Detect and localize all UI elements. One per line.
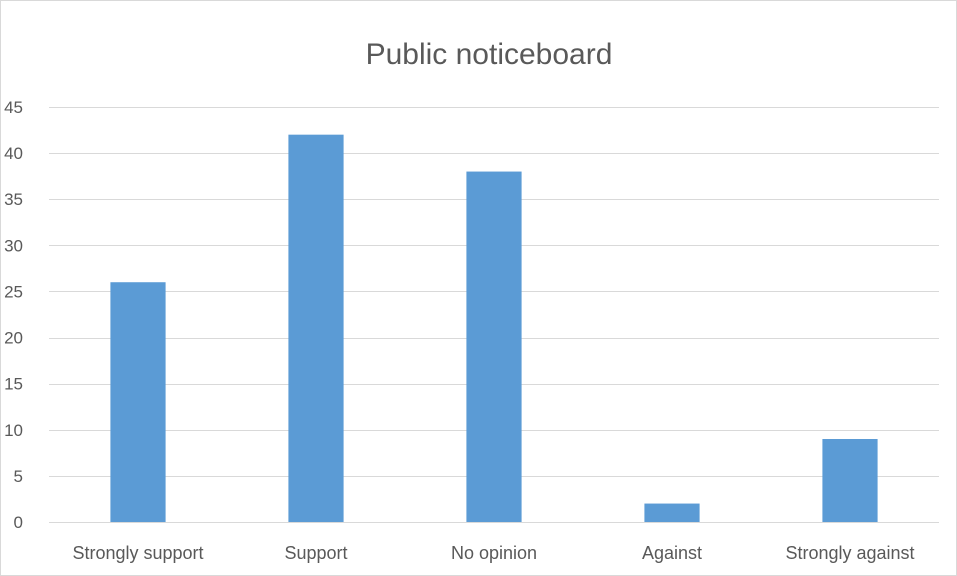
y-tick-label: 40 — [4, 144, 23, 163]
bars — [110, 134, 878, 523]
bar-strongly-support — [110, 282, 166, 522]
chart-title: Public noticeboard — [366, 38, 613, 71]
y-tick-label: 30 — [4, 236, 23, 255]
x-category-label: Against — [642, 543, 702, 563]
y-tick-label: 5 — [14, 467, 23, 486]
x-category-label: No opinion — [451, 543, 537, 563]
bar-strongly-against — [822, 439, 878, 522]
bar-support — [288, 134, 344, 522]
x-category-label: Support — [284, 543, 347, 563]
y-tick-label: 25 — [4, 282, 23, 301]
y-tick-label: 20 — [4, 329, 23, 348]
y-tick-label: 45 — [4, 98, 23, 117]
bar-no-opinion — [466, 171, 522, 523]
y-axis-ticks: 0 5 10 15 20 25 30 35 40 45 — [4, 98, 23, 532]
bar-against — [644, 503, 700, 522]
x-category-label: Strongly support — [72, 543, 203, 563]
y-tick-label: 10 — [4, 421, 23, 440]
x-axis-labels: Strongly support Support No opinion Against… — [72, 543, 914, 563]
x-category-label: Strongly against — [785, 543, 914, 563]
y-tick-label: 35 — [4, 190, 23, 209]
y-tick-label: 0 — [14, 513, 23, 532]
y-tick-label: 15 — [4, 375, 23, 394]
